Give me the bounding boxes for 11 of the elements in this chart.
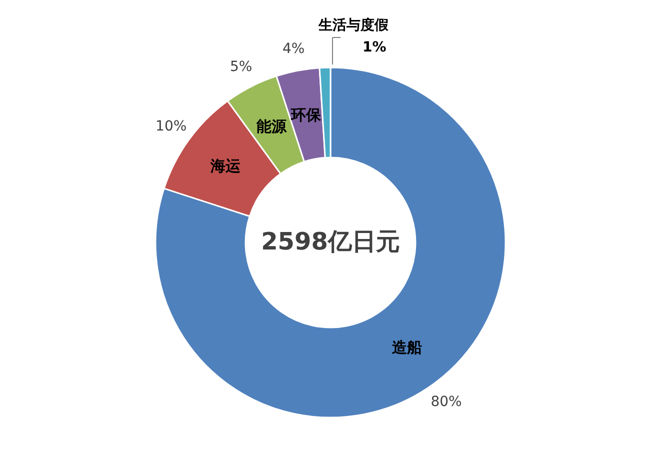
data-label: 10%	[156, 118, 187, 135]
slice-label: 生活与度假	[318, 16, 390, 34]
slice-label: 造船	[390, 338, 422, 357]
text: 2598亿日元	[261, 228, 400, 256]
data-label: 5%	[230, 58, 252, 75]
slice-label: 海运	[209, 157, 242, 176]
data-label: 80%	[430, 394, 462, 410]
slice-label: 能源	[256, 118, 288, 136]
slice-label: 环保	[290, 106, 322, 124]
data-label: 1%	[362, 40, 386, 56]
data-label: 4%	[282, 40, 305, 57]
